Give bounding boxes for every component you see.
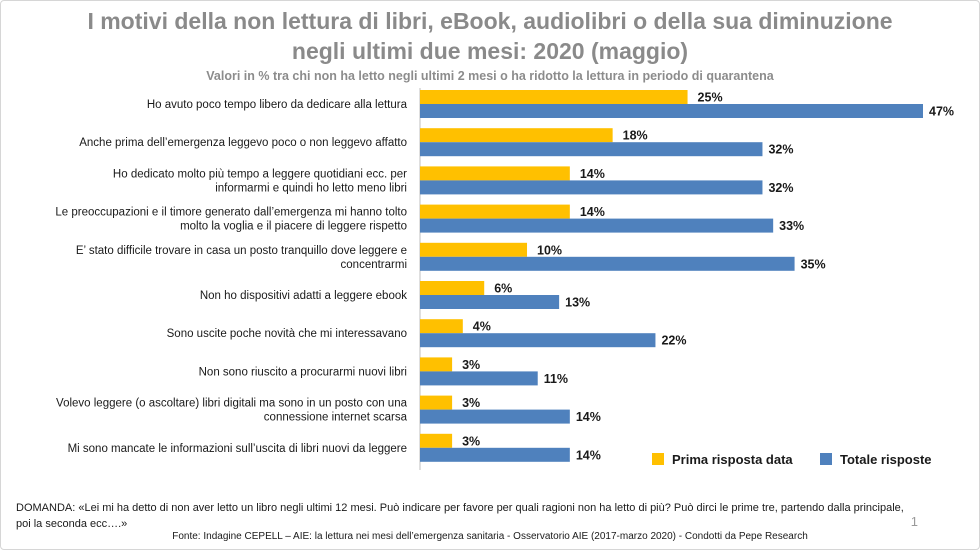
bar-prima-risposta [420,166,570,181]
category-label: Sono uscite poche novità che mi interess… [167,328,407,340]
bar-prima-risposta [420,281,485,295]
bar-prima-risposta [420,90,688,104]
legend-entry: Totale risposte [840,452,932,467]
category-label: Non ho dispositivi adatti a leggere eboo… [200,290,407,302]
data-label: 13% [565,296,590,310]
data-label: 14% [580,167,605,181]
data-label: 11% [544,372,568,386]
bar-totale-risposte [420,256,795,271]
category-label: Ho dedicato molto più tempo a leggere qu… [113,168,407,194]
bar-totale-risposte [420,180,763,195]
category-label: Le preoccupazioni e il timore generato d… [55,207,407,233]
bar-prima-risposta [420,204,570,219]
category-label: Non sono riuscito a procurarmi nuovi lib… [199,366,407,378]
data-label: 10% [537,243,562,257]
bar-totale-risposte [420,104,923,118]
data-label: 18% [623,129,648,143]
legend-swatch [652,453,664,465]
data-label: 3% [462,434,480,448]
bar-prima-risposta [420,319,463,334]
bar-prima-risposta [420,128,613,143]
bar-totale-risposte [420,295,560,309]
page-number: 1 [910,514,918,529]
bar-prima-risposta [420,433,453,448]
bar-totale-risposte [420,371,538,386]
legend-swatch [820,453,832,465]
data-label: 4% [473,320,491,334]
bar-totale-risposte [420,333,656,348]
data-label: 3% [462,396,480,410]
data-label: 14% [576,448,601,462]
source-note: Fonte: Indagine CEPELL – AIE: la lettura… [172,531,808,542]
bar-totale-risposte [420,142,763,157]
bar-totale-risposte [420,409,570,424]
data-label: 6% [494,282,512,296]
data-label: 3% [462,358,480,372]
chart-title-line1: I motivi della non lettura di libri, eBo… [87,8,893,34]
chart-subtitle: Valori in % tra chi non ha letto negli u… [206,69,774,83]
data-label: 47% [929,105,954,119]
bar-prima-risposta [420,357,453,372]
bar-prima-risposta [420,242,528,257]
bar-totale-risposte [420,447,570,462]
bar-totale-risposte [420,218,774,233]
category-label: Ho avuto poco tempo libero da dedicare a… [147,99,408,111]
category-label: E’ stato difficile trovare in casa un po… [76,245,407,271]
data-label: 32% [768,143,793,157]
chart-title-line2: negli ultimi due mesi: 2020 (maggio) [291,38,689,64]
bar-chart: Ho avuto poco tempo libero da dedicare a… [55,88,954,470]
survey-question: DOMANDA: «Lei mi ha detto di non aver le… [16,502,904,530]
data-label: 32% [768,181,793,195]
category-label: Anche prima dell’emergenza leggevo poco … [79,137,407,149]
data-label: 22% [661,334,686,348]
data-label: 14% [576,410,601,424]
legend-entry: Prima risposta data [672,452,793,467]
bar-prima-risposta [420,395,453,410]
data-label: 25% [698,91,723,105]
category-label: Volevo leggere (o ascoltare) libri digit… [56,398,408,424]
category-label: Mi sono mancate le informazioni sull’usc… [68,443,407,455]
data-label: 33% [779,219,804,233]
data-label: 14% [580,205,605,219]
data-label: 35% [801,257,826,271]
